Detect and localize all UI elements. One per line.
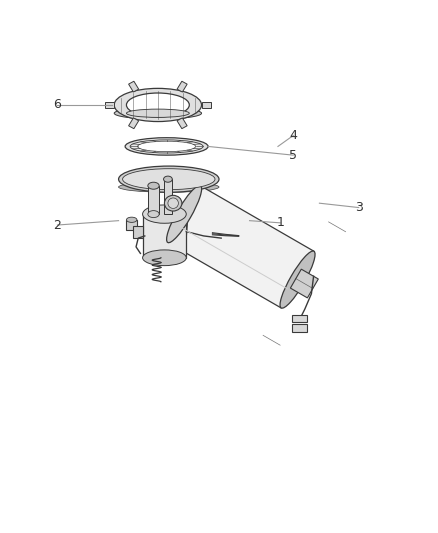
Bar [163,179,172,214]
Polygon shape [201,102,211,108]
Polygon shape [129,81,139,92]
Text: 2: 2 [53,219,61,231]
Ellipse shape [166,185,201,243]
Ellipse shape [114,88,201,122]
Polygon shape [177,81,187,92]
Bar [133,226,143,238]
Polygon shape [168,185,314,308]
Bar [127,220,137,230]
Ellipse shape [119,182,219,192]
Ellipse shape [143,250,186,265]
Bar [148,185,159,214]
Ellipse shape [148,182,159,189]
Ellipse shape [127,93,189,117]
Ellipse shape [164,195,182,211]
Polygon shape [290,269,318,298]
Ellipse shape [127,109,189,117]
Polygon shape [105,102,114,108]
Ellipse shape [114,108,201,119]
Ellipse shape [148,211,159,217]
Ellipse shape [125,138,208,155]
Polygon shape [177,118,187,128]
Ellipse shape [168,198,178,208]
Polygon shape [129,118,139,128]
Ellipse shape [143,205,186,223]
Ellipse shape [163,176,172,182]
Bar [292,314,307,322]
Text: 3: 3 [355,201,363,214]
Ellipse shape [119,166,219,192]
Text: 5: 5 [289,149,297,161]
Ellipse shape [280,251,315,308]
Text: 6: 6 [53,99,61,111]
Text: 1: 1 [276,216,284,229]
Ellipse shape [123,169,215,190]
Ellipse shape [130,140,203,153]
Ellipse shape [127,217,137,222]
Bar [292,324,307,332]
Bar [143,214,186,258]
Ellipse shape [138,141,196,152]
Text: 4: 4 [289,129,297,142]
